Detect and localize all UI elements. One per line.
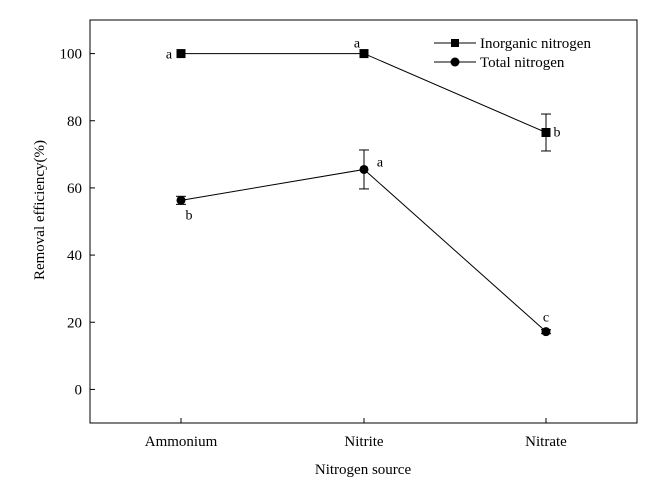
significance-letter-total-nitrogen: a [377, 155, 384, 170]
x-tick-label: Nitrite [344, 434, 383, 450]
y-tick-label: 60 [67, 181, 82, 197]
plot-area [89, 19, 638, 424]
x-tick-label: Ammonium [145, 434, 218, 450]
legend-label-total-nitrogen: Total nitrogen [480, 55, 565, 71]
legend: Inorganic nitrogen Total nitrogen [434, 36, 591, 71]
significance-letter-inorganic-nitrogen: a [166, 48, 173, 63]
data-point-total-nitrogen [541, 327, 551, 337]
legend-label-inorganic-nitrogen: Inorganic nitrogen [480, 36, 591, 52]
significance-letter-total-nitrogen: c [543, 311, 549, 326]
x-axis-label: Nitrogen source [315, 462, 412, 477]
y-tick-label: 100 [60, 47, 83, 63]
data-point-inorganic-nitrogen [176, 49, 186, 59]
y-axis-label: Removal efficiency(%) [32, 140, 48, 280]
legend-marker-circle [450, 57, 460, 67]
legend-marker-square [451, 39, 459, 47]
y-tick-label: 20 [67, 315, 82, 331]
data-point-inorganic-nitrogen [359, 49, 369, 59]
significance-letter-inorganic-nitrogen: b [554, 126, 561, 141]
y-tick-label: 80 [67, 114, 82, 130]
data-point-inorganic-nitrogen [541, 128, 551, 138]
legend-item-total-nitrogen: Total nitrogen [434, 55, 565, 71]
legend-item-inorganic-nitrogen: Inorganic nitrogen [434, 36, 591, 52]
data-point-total-nitrogen [359, 164, 369, 174]
series-line-total-nitrogen [180, 168, 547, 333]
data-point-total-nitrogen [176, 195, 186, 205]
y-tick-label: 0 [75, 382, 83, 398]
significance-letter-total-nitrogen: b [186, 208, 193, 223]
significance-letter-inorganic-nitrogen: a [354, 37, 361, 52]
y-tick-label: 40 [67, 248, 82, 264]
x-tick-label: Nitrate [525, 434, 567, 450]
